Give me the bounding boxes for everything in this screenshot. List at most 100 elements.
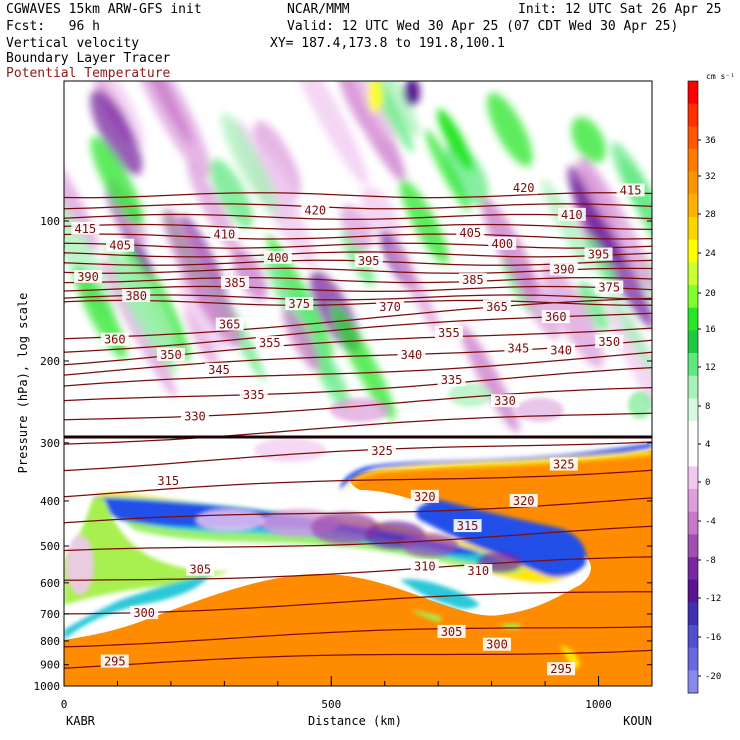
- theta-label-bg: [547, 343, 576, 357]
- theta-label-bg: [557, 207, 586, 221]
- wave-streak: [487, 92, 533, 167]
- color-bar-frame: [687, 80, 699, 694]
- theta-label: 315: [457, 519, 479, 533]
- wave-streak: [445, 142, 489, 207]
- theta-label: 305: [189, 563, 211, 577]
- theta-label-bg: [616, 183, 645, 197]
- theta-label: 410: [214, 228, 236, 242]
- theta-label: 355: [259, 336, 281, 350]
- theta-contour: [64, 556, 652, 582]
- theta-label-bg: [504, 341, 533, 355]
- theta-contour: [64, 192, 652, 199]
- theta-contour-labels: 415 405 410 420 400 395 405 420 410 415 400 395 390 3…: [71, 181, 645, 676]
- theta-label: 350: [598, 335, 620, 349]
- theta-label: 360: [545, 310, 567, 324]
- wave-streak: [576, 157, 618, 229]
- x-tick-label: 500: [321, 698, 341, 711]
- theta-label: 375: [598, 280, 620, 294]
- wave-streak: [360, 187, 401, 246]
- theta-label: 300: [133, 606, 155, 620]
- right-endpoint-label: KOUN: [623, 714, 652, 728]
- y-tick-label: 700: [40, 608, 60, 621]
- theta-label-bg: [154, 473, 183, 487]
- theta-label-bg: [541, 310, 570, 324]
- color-bar-tick-label: 20: [705, 289, 716, 299]
- theta-contour: [64, 441, 652, 472]
- theta-label-bg: [509, 181, 538, 195]
- theta-label-bg: [437, 373, 466, 387]
- theta-label: 420: [304, 204, 326, 218]
- theta-contour: [64, 213, 652, 221]
- color-bar-swatch: [688, 466, 698, 490]
- theta-contour: [64, 525, 652, 554]
- y-tick-label: 900: [40, 659, 60, 672]
- theta-label: 390: [77, 270, 99, 284]
- wave-streak: [424, 129, 471, 212]
- theta-label-bg: [595, 334, 624, 348]
- theta-label-bg: [122, 289, 151, 303]
- theta-contour: [64, 351, 652, 389]
- color-bar-swatch: [688, 443, 698, 467]
- theta-contour: [64, 203, 652, 210]
- org-label: NCAR/MMM: [287, 2, 350, 17]
- theta-label-bg: [491, 394, 519, 408]
- theta-label: 295: [550, 662, 572, 676]
- color-bar-swatch: [688, 375, 698, 399]
- theta-contour: [64, 285, 652, 293]
- theta-label: 415: [620, 184, 642, 198]
- theta-label-bg: [482, 637, 511, 651]
- theta-label-bg: [186, 562, 215, 576]
- theta-contour: [64, 276, 652, 284]
- theta-contour: [64, 242, 652, 249]
- theta-contour: [64, 297, 652, 340]
- theta-label-bg: [488, 236, 517, 250]
- plot-frame: [63, 80, 653, 687]
- theta-contour: [64, 259, 652, 266]
- wave-streak: [220, 112, 278, 213]
- wave-streak: [90, 89, 143, 176]
- color-bar-swatch: [688, 534, 698, 558]
- model-title: CGWAVES 15km ARW-GFS init: [6, 2, 202, 17]
- color-bar-swatch: [688, 511, 698, 535]
- theta-label: 400: [267, 251, 289, 265]
- theta-label-bg: [549, 457, 578, 471]
- init-time: Init: 12 UTC Sat 26 Apr 25: [518, 2, 722, 17]
- theta-label-bg: [263, 250, 292, 264]
- color-bar-tick-label: -8: [705, 556, 716, 566]
- color-bar-tick-label: -20: [705, 672, 721, 682]
- theta-label: 345: [508, 341, 530, 355]
- theta-label-bg: [100, 654, 129, 668]
- left-endpoint-label: KABR: [66, 714, 96, 728]
- theta-label: 340: [550, 344, 572, 358]
- theta-label-bg: [434, 325, 463, 339]
- theta-label: 310: [467, 564, 489, 578]
- theta-label: 315: [157, 474, 179, 488]
- color-bar-swatch: [688, 194, 698, 218]
- theta-label-bg: [239, 388, 268, 402]
- theta-contour: [64, 251, 652, 258]
- color-bar-tick-label: -12: [705, 594, 721, 604]
- theta-label: 320: [513, 494, 535, 508]
- wave-streak: [542, 262, 604, 369]
- theta-label-bg: [397, 347, 426, 361]
- wave-streak: [282, 307, 320, 371]
- y-tick-label: 500: [40, 540, 60, 553]
- color-bar-tick-label: 4: [705, 440, 710, 450]
- theta-label: 375: [288, 297, 310, 311]
- color-bar-tick-label: 16: [705, 325, 716, 335]
- theta-label: 380: [125, 289, 147, 303]
- wave-streak: [437, 108, 473, 172]
- theta-label-bg: [456, 225, 485, 239]
- color-bar-swatch: [688, 421, 698, 445]
- color-bar-swatch: [688, 126, 698, 150]
- theta-label-bg: [205, 362, 234, 376]
- theta-label: 395: [588, 247, 610, 261]
- theta-label: 420: [513, 181, 535, 195]
- wave-streak: [253, 120, 301, 198]
- color-bar-swatch: [688, 602, 698, 626]
- theta-label-bg: [354, 254, 383, 268]
- forecast-hour: Fcst: 96 h: [6, 19, 100, 34]
- theta-label: 310: [414, 559, 436, 573]
- wave-streak: [340, 204, 373, 251]
